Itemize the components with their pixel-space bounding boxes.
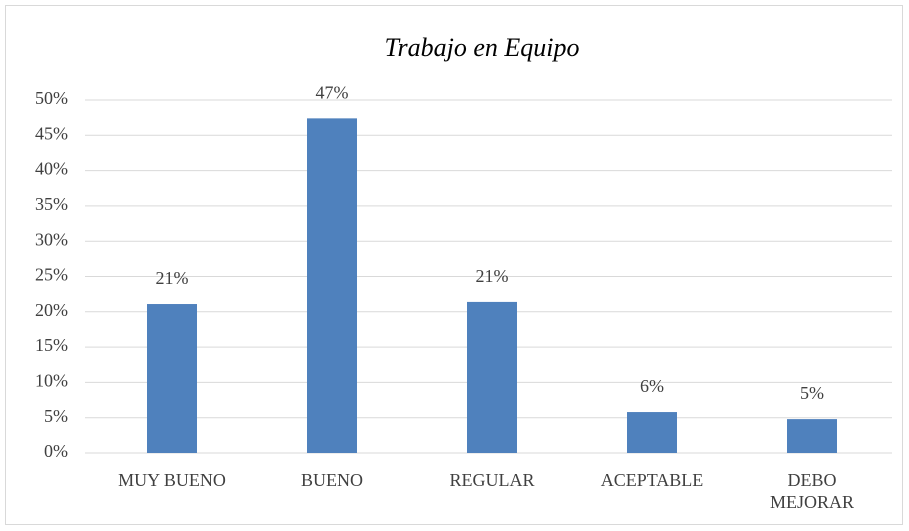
- bar: [627, 412, 677, 453]
- x-tick-label: MUY BUENO: [118, 470, 226, 490]
- y-tick-label: 20%: [35, 300, 68, 320]
- y-tick-label: 5%: [44, 406, 68, 426]
- y-tick-label: 0%: [44, 441, 68, 461]
- y-tick-label: 15%: [35, 335, 68, 355]
- bar: [147, 304, 197, 453]
- y-tick-label: 50%: [35, 88, 68, 108]
- x-tick-label: REGULAR: [449, 470, 535, 490]
- y-tick-label: 30%: [35, 229, 68, 249]
- data-label: 21%: [476, 266, 509, 286]
- bar: [787, 419, 837, 453]
- bar: [467, 301, 517, 453]
- chart-border: [5, 5, 903, 525]
- y-tick-label: 45%: [35, 123, 68, 143]
- y-tick-label: 40%: [35, 159, 68, 179]
- x-tick-label: ACEPTABLE: [600, 470, 704, 490]
- y-tick-label: 35%: [35, 194, 68, 214]
- x-tick-label: BUENO: [301, 470, 363, 490]
- data-label: 47%: [316, 82, 349, 102]
- x-tick-label: DEBO MEJORAR: [769, 470, 854, 512]
- data-label: 5%: [800, 383, 824, 403]
- y-tick-label: 25%: [35, 265, 68, 285]
- chart-title: Trabajo en Equipo: [384, 33, 579, 62]
- data-label: 6%: [640, 376, 664, 396]
- y-tick-label: 10%: [35, 371, 68, 391]
- data-label: 21%: [156, 268, 189, 288]
- bar: [307, 118, 357, 453]
